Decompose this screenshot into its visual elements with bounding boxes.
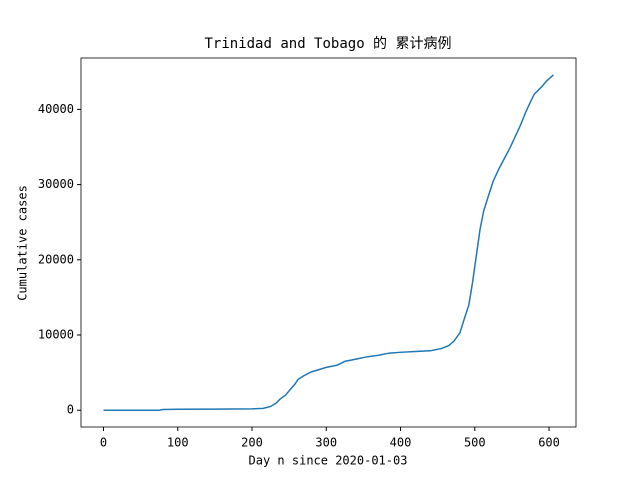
x-tick-label: 0 (100, 436, 107, 450)
x-tick-label: 200 (241, 436, 263, 450)
y-tick-label: 10000 (38, 328, 74, 342)
x-tick-label: 500 (464, 436, 486, 450)
y-tick-label: 40000 (38, 102, 74, 116)
y-tick-label: 30000 (38, 177, 74, 191)
x-tick-label: 300 (315, 436, 337, 450)
y-tick-label: 20000 (38, 252, 74, 266)
chart-title: Trinidad and Tobago 的 累计病例 (204, 36, 451, 52)
y-tick-label: 0 (67, 403, 74, 417)
x-tick-label: 600 (538, 436, 560, 450)
y-axis-label: Cumulative cases (16, 185, 30, 301)
x-tick-label: 400 (390, 436, 412, 450)
line (103, 74, 555, 411)
plot-frame (80, 57, 577, 428)
x-tick-label: 100 (167, 436, 189, 450)
x-axis-label: Day n since 2020-01-03 (249, 454, 408, 468)
